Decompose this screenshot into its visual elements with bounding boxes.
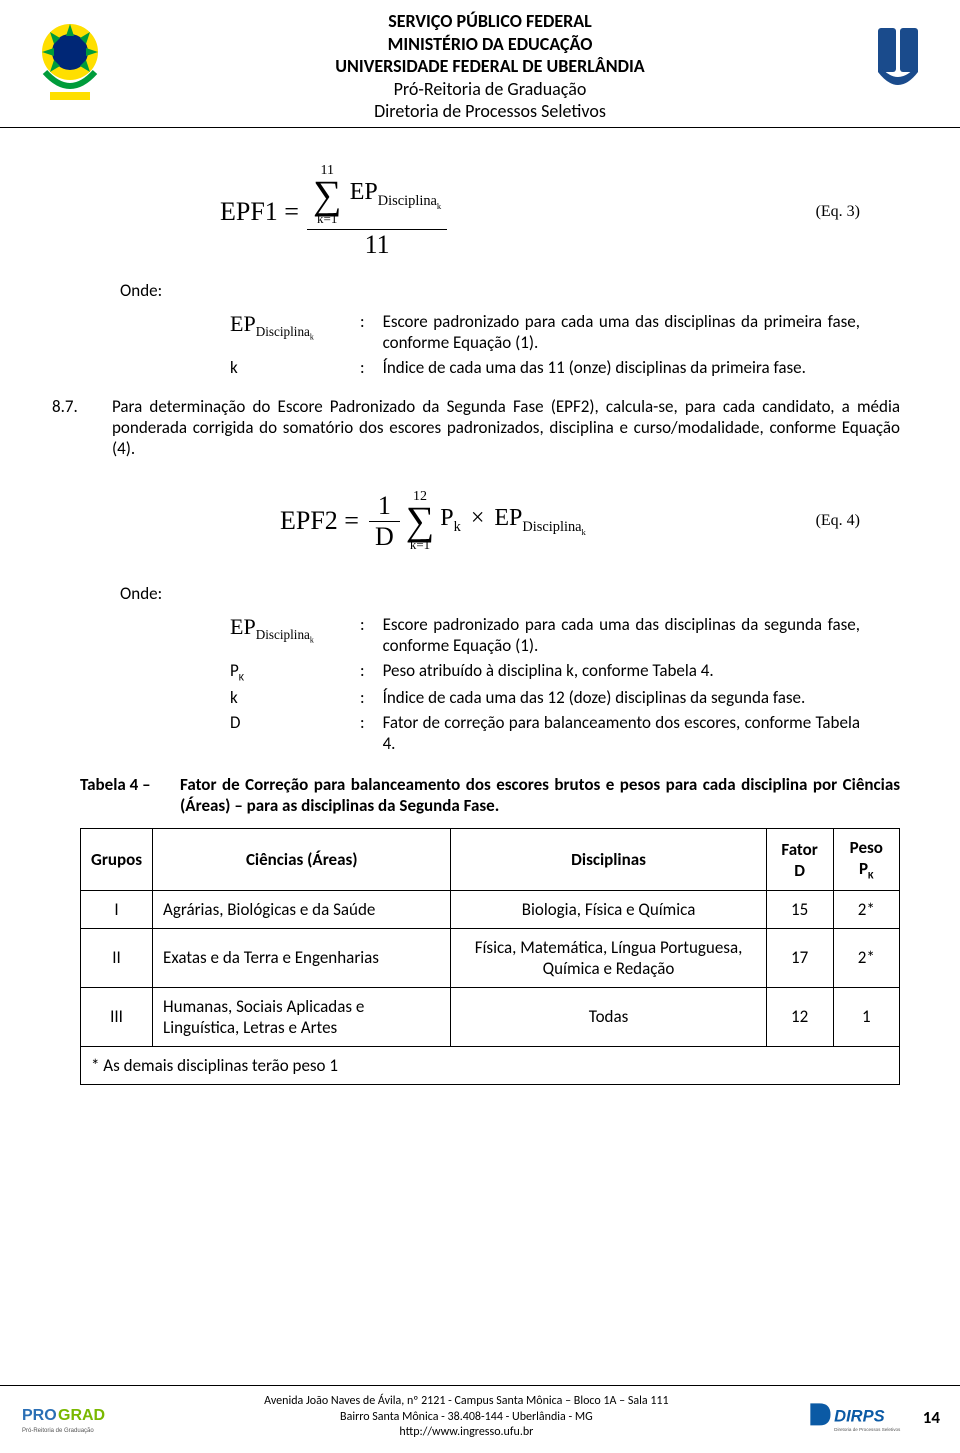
onde2-variables: EPDisciplinak : Escore padronizado para … <box>230 614 860 754</box>
onde1-sym1: EPDisciplinak <box>230 311 360 342</box>
onde1-variables: EPDisciplinak : Escore padronizado para … <box>230 311 860 378</box>
svg-text:GRAD: GRAD <box>58 1407 105 1424</box>
sigma-icon: ∑ <box>406 505 435 537</box>
table4-label: Tabela 4 – <box>80 774 180 816</box>
eq3-ep: EP <box>350 179 378 205</box>
eq4-frac-den: D <box>369 522 400 552</box>
header-line-1: SERVIÇO PÚBLICO FEDERAL <box>120 10 860 33</box>
onde2-desc1: Escore padronizado para cada uma das dis… <box>383 614 860 656</box>
th-disciplinas: Disciplinas <box>451 829 766 890</box>
table4-caption: Tabela 4 – Fator de Correção para balanc… <box>80 774 900 816</box>
table-header-row: Grupos Ciências (Áreas) Disciplinas Fato… <box>81 829 900 890</box>
header-line-2: MINISTÉRIO DA EDUCAÇÃO <box>120 33 860 56</box>
svg-text:DIRPS: DIRPS <box>834 1407 884 1425</box>
footer-addr1: Avenida João Naves de Ávila, nº 2121 - C… <box>130 1394 803 1410</box>
onde2-sym1: EPDisciplinak <box>230 614 360 645</box>
table4-note: * As demais disciplinas terão peso 1 <box>81 1046 900 1084</box>
equation-4: EPF2 = 1 D 12 ∑ k=1 Pk × EPDisciplinak (… <box>280 489 900 553</box>
ufu-logo-icon <box>860 10 940 100</box>
onde2-desc3: Índice de cada uma das 12 (doze) discipl… <box>383 687 860 708</box>
onde2-sym2: PK <box>230 660 360 683</box>
onde1-title: Onde: <box>120 280 900 301</box>
onde2-desc2: Peso atribuído à disciplina k, conforme … <box>383 660 860 681</box>
page-number: 14 <box>923 1407 940 1428</box>
header-line-4: Pró-Reitoria de Graduação <box>120 78 860 101</box>
footer-address: Avenida João Naves de Ávila, nº 2121 - C… <box>130 1394 803 1441</box>
prograd-logo-icon: PRO GRAD Pró-Reitoria de Graduação <box>20 1398 130 1438</box>
eq4-frac-num: 1 <box>369 491 400 522</box>
onde1-desc2: Índice de cada uma das 11 (onze) discipl… <box>383 357 860 378</box>
table4-caption-text: Fator de Correção para balanceamento dos… <box>180 774 900 816</box>
header-line-5: Diretoria de Processos Seletivos <box>120 100 860 123</box>
table-row: I Agrárias, Biológicas e da Saúde Biolog… <box>81 890 900 928</box>
footer-url: http://www.ingresso.ufu.br <box>130 1425 803 1441</box>
svg-text:Diretoria de Processos Seletiv: Diretoria de Processos Seletivos <box>834 1426 901 1431</box>
eq3-label: (Eq. 3) <box>816 203 860 221</box>
th-fator-d: Fator D <box>766 829 833 890</box>
table-note-row: * As demais disciplinas terão peso 1 <box>81 1046 900 1084</box>
eq3-sigma-bot: k=1 <box>317 211 337 227</box>
svg-text:Pró-Reitoria de Graduação: Pró-Reitoria de Graduação <box>22 1428 94 1434</box>
onde1-desc1: Escore padronizado para cada uma das dis… <box>383 311 860 353</box>
para-text: Para determinação do Escore Padronizado … <box>112 396 900 459</box>
table-row: II Exatas e da Terra e Engenharias Físic… <box>81 928 900 987</box>
equation-3: EPF1 = 11 ∑ k=1 EPDisciplinak 11 (Eq. 3) <box>220 163 900 260</box>
svg-text:PRO: PRO <box>22 1407 57 1424</box>
para-num: 8.7. <box>52 396 112 459</box>
th-ciencias: Ciências (Áreas) <box>153 829 451 890</box>
header-line-3: UNIVERSIDADE FEDERAL DE UBERLÂNDIA <box>120 55 860 78</box>
table4: Grupos Ciências (Áreas) Disciplinas Fato… <box>80 828 900 1084</box>
document-body: EPF1 = 11 ∑ k=1 EPDisciplinak 11 (Eq. 3)… <box>0 128 960 1085</box>
eq4-lhs: EPF2 = <box>280 506 359 536</box>
page-header: SERVIÇO PÚBLICO FEDERAL MINISTÉRIO DA ED… <box>0 0 960 128</box>
eq3-lhs: EPF1 = <box>220 197 299 227</box>
th-grupos: Grupos <box>81 829 153 890</box>
footer-addr2: Bairro Santa Mônica - 38.408-144 - Uberl… <box>130 1410 803 1426</box>
onde2-title: Onde: <box>120 583 900 604</box>
th-peso: Peso PK <box>833 829 899 890</box>
brazil-coat-of-arms-icon <box>20 10 120 110</box>
onde2-desc4: Fator de correção para balanceamento dos… <box>383 712 860 754</box>
page-footer: PRO GRAD Pró-Reitoria de Graduação Aveni… <box>0 1385 960 1453</box>
eq3-den: 11 <box>307 230 447 260</box>
table-row: III Humanas, Sociais Aplicadas e Linguís… <box>81 987 900 1046</box>
sigma-icon: ∑ <box>313 179 342 211</box>
eq4-label: (Eq. 4) <box>816 512 860 530</box>
onde1-sym2: k <box>230 357 360 378</box>
dirps-logo-icon: DIRPS Diretoria de Processos Seletivos <box>803 1398 913 1438</box>
header-title-block: SERVIÇO PÚBLICO FEDERAL MINISTÉRIO DA ED… <box>120 10 860 123</box>
eq4-sigma-bot: k=1 <box>410 537 430 553</box>
onde2-sym4: D <box>230 712 360 733</box>
onde2-sym3: k <box>230 687 360 708</box>
paragraph-8-7: 8.7. Para determinação do Escore Padroni… <box>80 396 900 459</box>
